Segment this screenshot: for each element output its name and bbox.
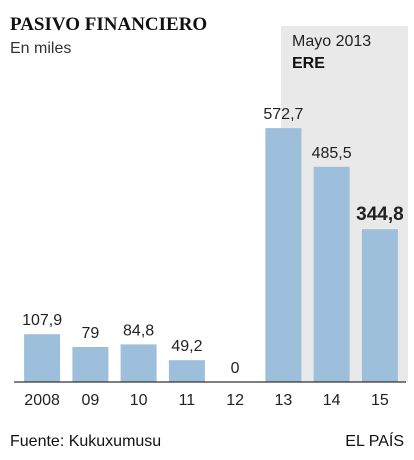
value-label-13: 572,7 [263, 106, 303, 123]
x-tick-label-10: 10 [130, 392, 148, 409]
annotation-date: Mayo 2013 [292, 33, 371, 50]
publisher-credit: EL PAÍS [345, 431, 404, 450]
bar-09 [72, 347, 109, 382]
x-tick-label-2008: 2008 [24, 392, 60, 409]
value-labels-layer: 107,9 79 84,8 49,2 0 572,7 485,5 344,8 [22, 106, 404, 377]
x-tick-labels-layer: 2008 09 10 11 12 13 14 15 [24, 392, 389, 409]
chart-title: PASIVO FINANCIERO [10, 14, 207, 35]
value-label-10: 84,8 [123, 322, 154, 339]
bar-10 [120, 344, 157, 382]
value-label-14: 485,5 [312, 145, 352, 162]
bar-11 [168, 360, 205, 382]
x-tick-label-13: 13 [275, 392, 293, 409]
value-label-2008: 107,9 [22, 312, 62, 329]
source-note: Fuente: Kukuxumusu [10, 433, 161, 450]
value-label-11: 49,2 [171, 338, 202, 355]
chart-subtitle: En miles [10, 40, 71, 57]
value-label-15: 344,8 [356, 204, 404, 225]
x-tick-label-14: 14 [323, 392, 341, 409]
bar-2008 [24, 334, 61, 382]
x-tick-label-11: 11 [179, 392, 196, 409]
annotation-ere: ERE [292, 55, 325, 72]
x-tick-label-09: 09 [82, 392, 100, 409]
bar-14 [313, 166, 350, 382]
x-tick-label-12: 12 [226, 392, 244, 409]
value-label-12: 0 [231, 360, 240, 377]
x-tick-label-15: 15 [371, 392, 389, 409]
value-label-09: 79 [82, 325, 100, 342]
bar-13 [265, 128, 302, 382]
bar-15 [361, 229, 398, 382]
bars-layer [24, 128, 398, 382]
